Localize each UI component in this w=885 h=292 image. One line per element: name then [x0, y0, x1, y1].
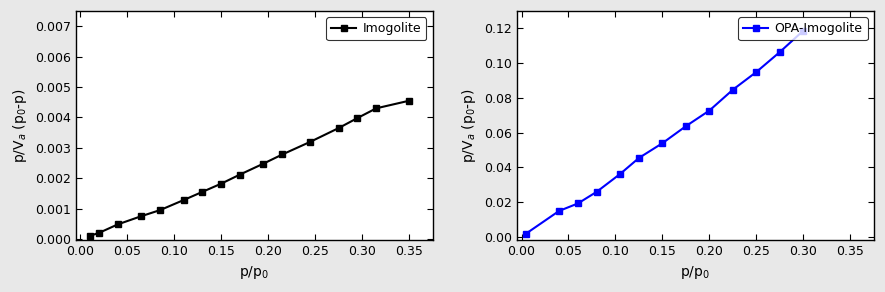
Line: Imogolite: Imogolite	[87, 98, 412, 239]
Imogolite	[155, 208, 165, 212]
OPA-Imogolite	[521, 232, 532, 235]
Line: OPA-Imogolite: OPA-Imogolite	[523, 28, 806, 236]
Imogolite	[235, 173, 245, 176]
X-axis label: p/p$_0$: p/p$_0$	[239, 264, 269, 281]
OPA-Imogolite	[573, 202, 583, 205]
OPA-Imogolite	[704, 109, 715, 112]
Imogolite	[112, 223, 123, 226]
Y-axis label: p/V$_a$ (p$_0$-p): p/V$_a$ (p$_0$-p)	[460, 88, 479, 163]
OPA-Imogolite	[681, 124, 691, 128]
Imogolite	[216, 182, 227, 185]
Legend: Imogolite: Imogolite	[327, 17, 427, 40]
Y-axis label: p/V$_a$ (p$_0$-p): p/V$_a$ (p$_0$-p)	[12, 88, 29, 163]
Imogolite	[94, 231, 104, 235]
Legend: OPA-Imogolite: OPA-Imogolite	[738, 17, 867, 40]
Imogolite	[334, 126, 344, 130]
Imogolite	[305, 140, 316, 143]
Imogolite	[277, 153, 288, 156]
OPA-Imogolite	[774, 50, 785, 54]
Imogolite	[136, 214, 147, 218]
Imogolite	[371, 107, 381, 110]
Imogolite	[258, 162, 269, 165]
OPA-Imogolite	[658, 141, 668, 145]
OPA-Imogolite	[554, 209, 565, 213]
Imogolite	[84, 234, 95, 238]
OPA-Imogolite	[798, 29, 809, 32]
OPA-Imogolite	[591, 190, 602, 194]
OPA-Imogolite	[751, 70, 762, 74]
Imogolite	[404, 99, 414, 102]
OPA-Imogolite	[634, 156, 644, 160]
Imogolite	[197, 190, 208, 194]
Imogolite	[352, 116, 363, 120]
OPA-Imogolite	[615, 172, 626, 176]
OPA-Imogolite	[727, 88, 738, 91]
X-axis label: p/p$_0$: p/p$_0$	[681, 264, 711, 281]
Imogolite	[178, 198, 189, 202]
